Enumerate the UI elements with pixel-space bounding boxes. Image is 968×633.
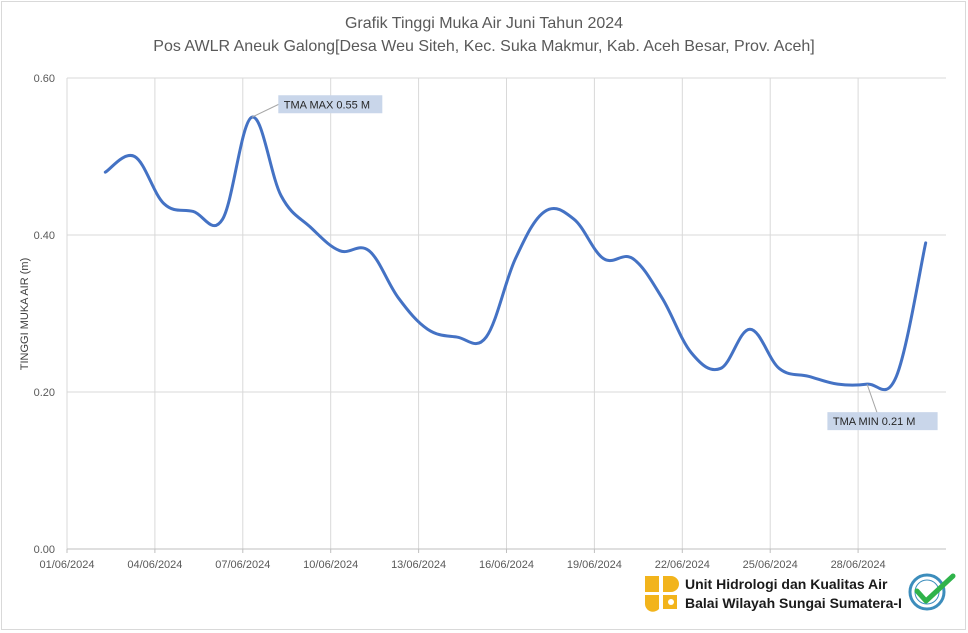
pu-logo-block-3	[644, 595, 659, 612]
x-tick-label: 07/06/2024	[215, 559, 270, 571]
grid-layer	[66, 77, 946, 550]
x-tick-label: 01/06/2024	[39, 559, 94, 571]
series-line	[103, 115, 928, 392]
annotation-leader-line	[251, 103, 280, 118]
annotation-layer: TMA MAX 0.55 M TMA MIN 0.21 M	[251, 95, 938, 431]
x-tick-label: 28/06/2024	[831, 559, 886, 571]
y-tick-label: 0.40	[34, 230, 55, 242]
y-tick-label: 0.20	[34, 387, 55, 399]
annotation-label: TMA MAX 0.55 M	[284, 99, 370, 111]
footer-line-1: Unit Hidrologi dan Kualitas Air	[685, 576, 888, 592]
x-tick-label: 19/06/2024	[567, 559, 622, 571]
axis-layer: 0.00 0.20 0.40 0.60 01/06/2024 04/06/2024 07/0…	[34, 73, 946, 571]
x-tick-label: 22/06/2024	[655, 559, 710, 571]
certified-badge-icon	[908, 573, 956, 611]
annotation-box	[278, 95, 383, 114]
annotation-box	[827, 412, 938, 431]
pu-logo-block-2	[663, 576, 679, 592]
check-icon	[914, 573, 956, 604]
pu-logo	[644, 576, 679, 612]
y-tick-label: 0.60	[34, 73, 55, 85]
chart-title: Grafik Tinggi Muka Air Juni Tahun 2024	[344, 15, 624, 32]
badge-ring	[908, 573, 946, 611]
y-tick-label: 0.00	[34, 544, 55, 556]
chart-subtitle: Pos AWLR Aneuk Galong[Desa Weu Siteh, Ke…	[153, 38, 815, 55]
x-tick-label: 04/06/2024	[127, 559, 182, 571]
y-axis-label: TINGGI MUKA AIR (m)	[19, 258, 31, 370]
pu-logo-dot	[668, 599, 674, 605]
x-tick-label: 16/06/2024	[479, 559, 534, 571]
pu-logo-block-1	[645, 576, 659, 592]
annotation-leader-line	[866, 383, 878, 413]
x-tick-label: 10/06/2024	[303, 559, 358, 571]
annotation-label: TMA MIN 0.21 M	[833, 416, 916, 428]
footer-line-2: Balai Wilayah Sungai Sumatera-I	[685, 595, 902, 611]
series-layer	[103, 115, 928, 392]
x-tick-label: 13/06/2024	[391, 559, 446, 571]
x-tick-label: 25/06/2024	[743, 559, 798, 571]
